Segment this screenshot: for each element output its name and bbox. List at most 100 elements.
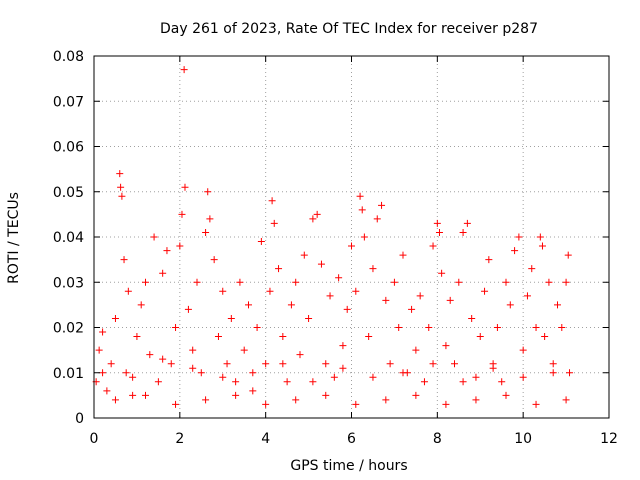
data-point — [459, 378, 467, 386]
data-point — [124, 287, 132, 295]
data-point — [399, 251, 407, 259]
data-point — [300, 251, 308, 259]
data-point — [506, 301, 514, 309]
data-point — [204, 188, 212, 196]
data-point — [296, 351, 304, 359]
data-point — [536, 233, 544, 241]
data-point — [412, 346, 420, 354]
data-point — [390, 278, 398, 286]
data-point — [459, 228, 467, 236]
data-point — [438, 269, 446, 277]
data-point — [382, 296, 390, 304]
data-point — [178, 210, 186, 218]
data-point — [358, 206, 366, 214]
data-point — [511, 247, 519, 255]
data-point — [416, 292, 424, 300]
data-points — [92, 66, 574, 408]
data-point — [429, 360, 437, 368]
data-point — [214, 333, 222, 341]
data-point — [159, 269, 167, 277]
y-tick-label: 0.05 — [53, 185, 84, 201]
data-point — [335, 274, 343, 282]
data-point — [528, 265, 536, 273]
data-point — [339, 342, 347, 350]
data-point — [442, 342, 450, 350]
data-point — [120, 256, 128, 264]
data-point — [172, 324, 180, 331]
data-point — [118, 192, 126, 200]
data-point — [270, 219, 278, 227]
data-point — [129, 391, 137, 399]
data-point — [472, 373, 480, 381]
data-point — [257, 238, 265, 246]
data-point — [129, 373, 137, 381]
data-point — [223, 360, 231, 368]
data-point — [283, 378, 291, 386]
data-point — [116, 170, 124, 178]
data-point — [163, 247, 171, 255]
data-point — [181, 183, 189, 191]
data-point — [322, 391, 330, 399]
data-point — [180, 66, 188, 74]
data-point — [193, 278, 201, 286]
data-point — [232, 378, 240, 386]
data-point — [502, 278, 510, 286]
y-tick-label: 0.06 — [53, 140, 84, 156]
data-point — [485, 256, 493, 264]
data-point — [245, 301, 252, 309]
axis-ticks: 0 2 4 6 8 10 12 0 0.01 0.02 0.03 0.04 0.05 0.06 0.07 0.… — [53, 49, 618, 447]
data-point — [365, 333, 373, 341]
data-point — [313, 210, 321, 218]
data-point — [219, 373, 227, 381]
data-point — [103, 387, 111, 395]
x-tick-label: 8 — [433, 431, 442, 447]
data-point — [408, 305, 416, 313]
data-point — [532, 324, 540, 331]
data-point — [172, 400, 180, 408]
data-point — [538, 242, 546, 250]
data-point — [210, 256, 218, 264]
data-point — [99, 369, 107, 377]
data-point — [502, 391, 510, 399]
x-tick-label: 2 — [175, 431, 184, 447]
data-point — [382, 396, 390, 404]
data-point — [558, 324, 566, 331]
data-point — [476, 333, 484, 341]
x-tick-label: 10 — [514, 431, 532, 447]
y-tick-label: 0.02 — [53, 321, 84, 337]
data-point — [249, 369, 257, 377]
data-point — [142, 391, 149, 399]
data-point — [142, 278, 149, 286]
data-point — [122, 369, 130, 377]
y-tick-label: 0.01 — [53, 366, 84, 382]
data-point — [146, 351, 154, 359]
data-point — [268, 197, 276, 205]
data-point — [549, 360, 557, 368]
data-point — [386, 360, 394, 368]
data-point — [240, 346, 248, 354]
chart-title: Day 261 of 2023, Rate Of TEC Index for r… — [160, 21, 538, 37]
x-tick-label: 4 — [261, 431, 270, 447]
data-point — [236, 278, 244, 286]
data-point — [356, 192, 364, 200]
data-point — [515, 233, 523, 241]
data-point — [435, 228, 443, 236]
data-point — [322, 360, 330, 368]
x-tick-label: 12 — [600, 431, 618, 447]
data-point — [154, 378, 162, 386]
data-point — [202, 396, 210, 404]
data-point — [206, 215, 214, 223]
data-point — [262, 400, 270, 408]
data-point — [360, 233, 368, 241]
data-point — [519, 346, 527, 354]
data-point — [446, 296, 454, 304]
data-point — [352, 287, 360, 295]
data-point — [107, 360, 115, 368]
data-point — [326, 292, 334, 300]
data-point — [425, 324, 433, 331]
data-point — [532, 400, 540, 408]
data-point — [279, 360, 287, 368]
data-point — [493, 324, 501, 331]
data-point — [455, 278, 463, 286]
